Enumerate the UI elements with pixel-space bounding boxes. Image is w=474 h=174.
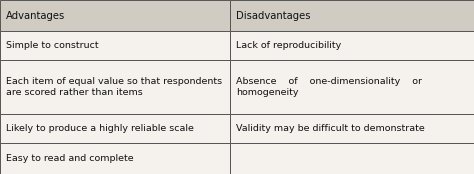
Bar <box>0 143 230 174</box>
Text: Lack of reproducibility: Lack of reproducibility <box>236 41 341 50</box>
Bar <box>230 143 474 174</box>
Text: Each item of equal value so that respondents
are scored rather than items: Each item of equal value so that respond… <box>6 77 222 97</box>
Text: Absence    of    one-dimensionality    or
homogeneity: Absence of one-dimensionality or homogen… <box>236 77 422 97</box>
Bar <box>230 114 474 143</box>
Text: Validity may be difficult to demonstrate: Validity may be difficult to demonstrate <box>236 124 425 133</box>
Bar <box>0 60 230 114</box>
Bar <box>0 114 230 143</box>
Bar <box>230 60 474 114</box>
Text: Likely to produce a highly reliable scale: Likely to produce a highly reliable scal… <box>6 124 194 133</box>
Bar <box>0 31 230 60</box>
Text: Advantages: Advantages <box>6 11 65 21</box>
Bar <box>230 0 474 31</box>
Bar <box>0 0 230 31</box>
Text: Easy to read and complete: Easy to read and complete <box>6 154 134 163</box>
Text: Disadvantages: Disadvantages <box>236 11 310 21</box>
Text: Simple to construct: Simple to construct <box>6 41 99 50</box>
Bar <box>230 31 474 60</box>
